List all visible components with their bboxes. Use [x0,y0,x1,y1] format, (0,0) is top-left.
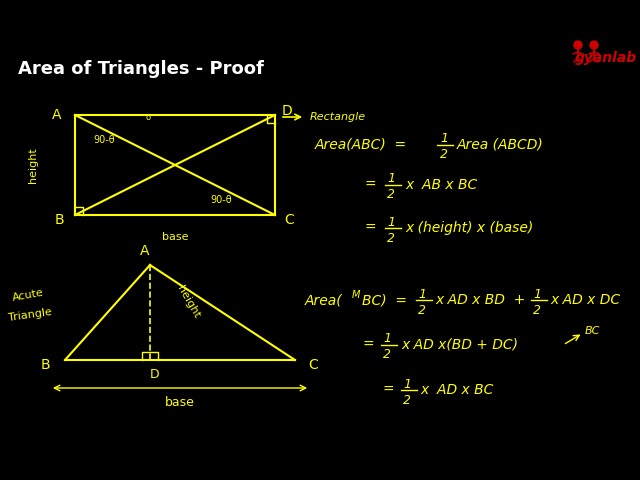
Text: 1: 1 [440,132,448,145]
Text: height: height [175,284,202,320]
Text: height: height [28,147,38,183]
Text: Area(ABC)  =: Area(ABC) = [315,138,407,152]
Text: 1: 1 [387,216,395,228]
Text: x AD x BD  +: x AD x BD + [435,293,525,307]
Text: C: C [284,213,294,227]
Text: x AD x(BD + DC): x AD x(BD + DC) [401,338,518,352]
Text: 2: 2 [440,148,448,161]
Text: 2: 2 [418,303,426,316]
Text: x (height) x (base): x (height) x (base) [405,221,533,235]
Text: 2: 2 [383,348,391,361]
Text: D: D [150,369,160,382]
Text: base: base [165,396,195,409]
Text: 1: 1 [418,288,426,300]
Text: BC: BC [585,326,600,336]
Text: Area of Triangles - Proof: Area of Triangles - Proof [18,60,264,78]
Text: x  AB x BC: x AB x BC [405,178,477,192]
Text: Triangle: Triangle [8,307,53,323]
Text: 1: 1 [383,333,391,346]
Text: =: = [365,178,376,192]
Circle shape [590,41,598,49]
Text: x  AD x BC: x AD x BC [420,383,493,397]
Text: 1: 1 [403,377,411,391]
Circle shape [574,41,582,49]
Text: A: A [140,244,150,258]
Text: B: B [54,213,64,227]
Text: 2: 2 [387,231,395,244]
Text: =: = [383,383,395,397]
Text: 1: 1 [387,172,395,185]
Text: 90-θ: 90-θ [210,195,232,205]
Text: o: o [145,113,150,122]
Text: 90-θ: 90-θ [93,135,115,145]
Text: D: D [282,104,292,118]
Text: =: = [363,338,374,352]
Text: M: M [352,290,360,300]
Text: 2: 2 [387,189,395,202]
Text: 2: 2 [403,394,411,407]
Text: BC)  =: BC) = [362,293,407,307]
Text: A: A [52,108,61,122]
Text: C: C [308,358,318,372]
Text: Area (ABCD): Area (ABCD) [457,138,544,152]
Text: gyanlab: gyanlab [575,51,637,65]
Text: 1: 1 [533,288,541,300]
Text: Rectangle: Rectangle [310,112,366,122]
Text: 2: 2 [533,303,541,316]
Text: Acute: Acute [12,288,45,303]
Text: =: = [365,221,376,235]
Text: B: B [40,358,50,372]
Text: Area(: Area( [305,293,342,307]
Text: x AD x DC: x AD x DC [550,293,620,307]
Text: base: base [162,232,188,242]
